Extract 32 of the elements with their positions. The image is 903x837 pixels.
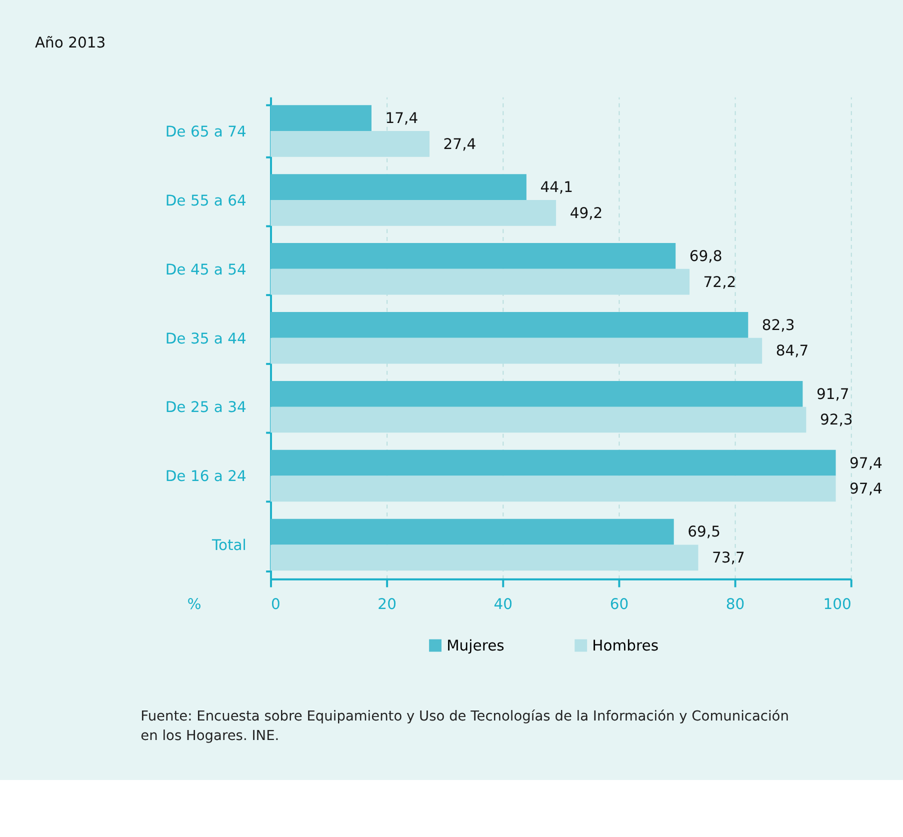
y-tick-label: De 65 a 74 <box>165 123 246 140</box>
x-axis-title: % <box>187 596 202 613</box>
y-tick-label: De 45 a 54 <box>165 261 246 278</box>
source-note: Fuente: Encuesta sobre Equipamiento y Uso de Tecnologías de la Información y Comunicación en los Hogares. INE. <box>140 708 789 744</box>
y-tick-label: De 25 a 34 <box>165 399 246 416</box>
data-label: 97,4 <box>850 480 882 498</box>
x-tick-label: 20 <box>378 596 396 613</box>
legend-label: Mujeres <box>446 637 504 654</box>
y-tick-label: Total <box>210 537 246 554</box>
data-label: 84,7 <box>776 342 809 360</box>
x-tick-label: 80 <box>726 596 745 613</box>
data-label: 27,4 <box>443 136 476 153</box>
data-label: 91,7 <box>816 386 850 403</box>
data-label: 92,3 <box>820 412 853 429</box>
y-tick-label: De 16 a 24 <box>165 468 246 486</box>
x-tick-label: 0 <box>271 596 280 613</box>
y-tick-label: De 35 a 44 <box>165 330 246 348</box>
data-label: 69,5 <box>688 524 720 541</box>
x-tick-label: 40 <box>494 596 513 613</box>
data-label: 44,1 <box>540 178 574 196</box>
data-label: 17,4 <box>385 110 418 127</box>
y-tick-label: De 55 a 64 <box>165 192 246 210</box>
data-label: 97,4 <box>850 454 882 472</box>
data-label: 73,7 <box>712 550 745 567</box>
data-label: 72,2 <box>703 274 736 291</box>
x-tick-label: 100 <box>823 596 852 613</box>
data-label: 49,2 <box>570 204 603 222</box>
legend-label: Hombres <box>592 637 659 654</box>
data-label: 69,8 <box>689 248 722 265</box>
text: Año 2013 <box>34 34 106 52</box>
data-label: 82,3 <box>762 316 795 334</box>
x-tick-label: 60 <box>610 596 629 613</box>
